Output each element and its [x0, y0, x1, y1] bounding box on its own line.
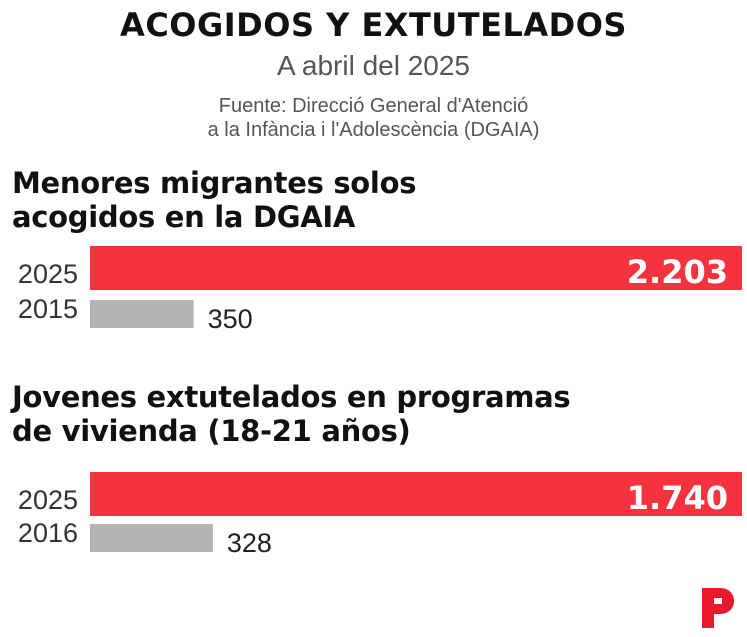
chart-2-title-line-1: Jovenes extutelados en programas: [12, 380, 571, 414]
bar-2-2016: [90, 524, 213, 552]
bar-1-2025: [90, 246, 742, 290]
value-label-2-2016: 328: [227, 528, 272, 558]
chart-1-title: Menores migrantes solos acogidos en la D…: [12, 166, 416, 234]
page-subtitle: A abril del 2025: [276, 50, 471, 81]
source-note: Fuente: Direcció General d'Atenció a la …: [0, 94, 747, 142]
source-line-1: Fuente: Direcció General d'Atenció: [218, 95, 529, 117]
category-label-2-2016: 2016: [18, 518, 78, 548]
chart-2-title-line-2: de vivienda (18-21 años): [12, 414, 411, 448]
chart-1-title-line-1: Menores migrantes solos: [12, 166, 417, 200]
category-label-1-2015: 2015: [18, 294, 78, 324]
chart-1-title-line-2: acogidos en la DGAIA: [12, 200, 355, 234]
bar-2-2025: [90, 472, 742, 516]
bar-1-2015: [90, 300, 194, 328]
source-line-2: a la Infància i l'Adolescència (DGAIA): [207, 119, 540, 141]
page-title: ACOGIDOS Y EXTUTELADOS: [120, 6, 627, 44]
category-label-1-2025: 2025: [18, 259, 78, 289]
value-label-1-2025: 2.203: [627, 253, 728, 291]
publisher-logo-icon: [702, 588, 734, 628]
category-label-2-2025: 2025: [18, 485, 78, 515]
chart-2-title: Jovenes extutelados en programas de vivi…: [12, 380, 571, 448]
value-label-2-2025: 1.740: [627, 479, 728, 517]
value-label-1-2015: 350: [208, 304, 253, 334]
